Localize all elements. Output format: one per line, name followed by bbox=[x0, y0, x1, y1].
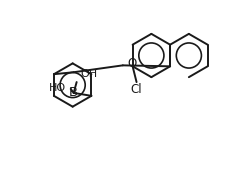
Text: O: O bbox=[128, 57, 137, 70]
Text: HO: HO bbox=[49, 83, 66, 93]
Text: OH: OH bbox=[81, 69, 98, 79]
Text: Cl: Cl bbox=[131, 83, 142, 96]
Text: B: B bbox=[69, 86, 78, 99]
